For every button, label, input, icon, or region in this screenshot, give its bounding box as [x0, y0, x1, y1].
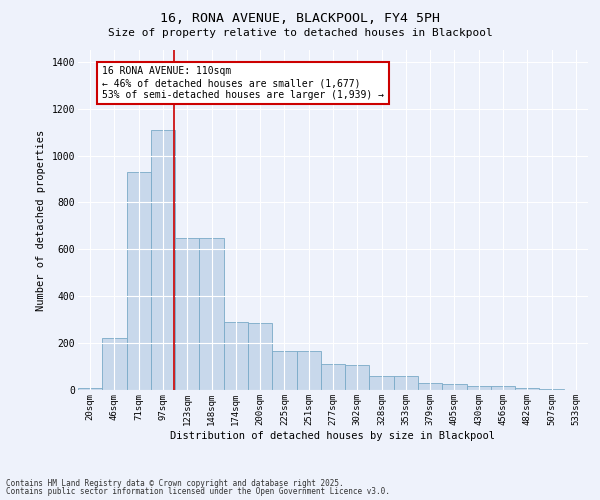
Text: Size of property relative to detached houses in Blackpool: Size of property relative to detached ho… [107, 28, 493, 38]
Y-axis label: Number of detached properties: Number of detached properties [36, 130, 46, 310]
Bar [345, 366, 370, 390]
Bar [321, 364, 345, 390]
Bar [102, 338, 127, 390]
Bar [127, 172, 151, 390]
Bar [151, 130, 175, 390]
Bar [515, 388, 539, 390]
Bar [199, 238, 224, 390]
Bar [248, 323, 272, 390]
Bar [370, 376, 394, 390]
Bar [491, 386, 515, 390]
Bar [442, 384, 467, 390]
Text: Contains public sector information licensed under the Open Government Licence v3: Contains public sector information licen… [6, 487, 390, 496]
Bar [394, 376, 418, 390]
Bar [539, 389, 564, 390]
Text: 16 RONA AVENUE: 110sqm
← 46% of detached houses are smaller (1,677)
53% of semi-: 16 RONA AVENUE: 110sqm ← 46% of detached… [102, 66, 384, 100]
Bar [78, 388, 102, 390]
Bar [418, 384, 442, 390]
Bar [272, 352, 296, 390]
Text: 16, RONA AVENUE, BLACKPOOL, FY4 5PH: 16, RONA AVENUE, BLACKPOOL, FY4 5PH [160, 12, 440, 26]
Bar [175, 238, 199, 390]
X-axis label: Distribution of detached houses by size in Blackpool: Distribution of detached houses by size … [170, 430, 496, 440]
Bar [467, 386, 491, 390]
Bar [296, 352, 321, 390]
Text: Contains HM Land Registry data © Crown copyright and database right 2025.: Contains HM Land Registry data © Crown c… [6, 478, 344, 488]
Bar [224, 322, 248, 390]
